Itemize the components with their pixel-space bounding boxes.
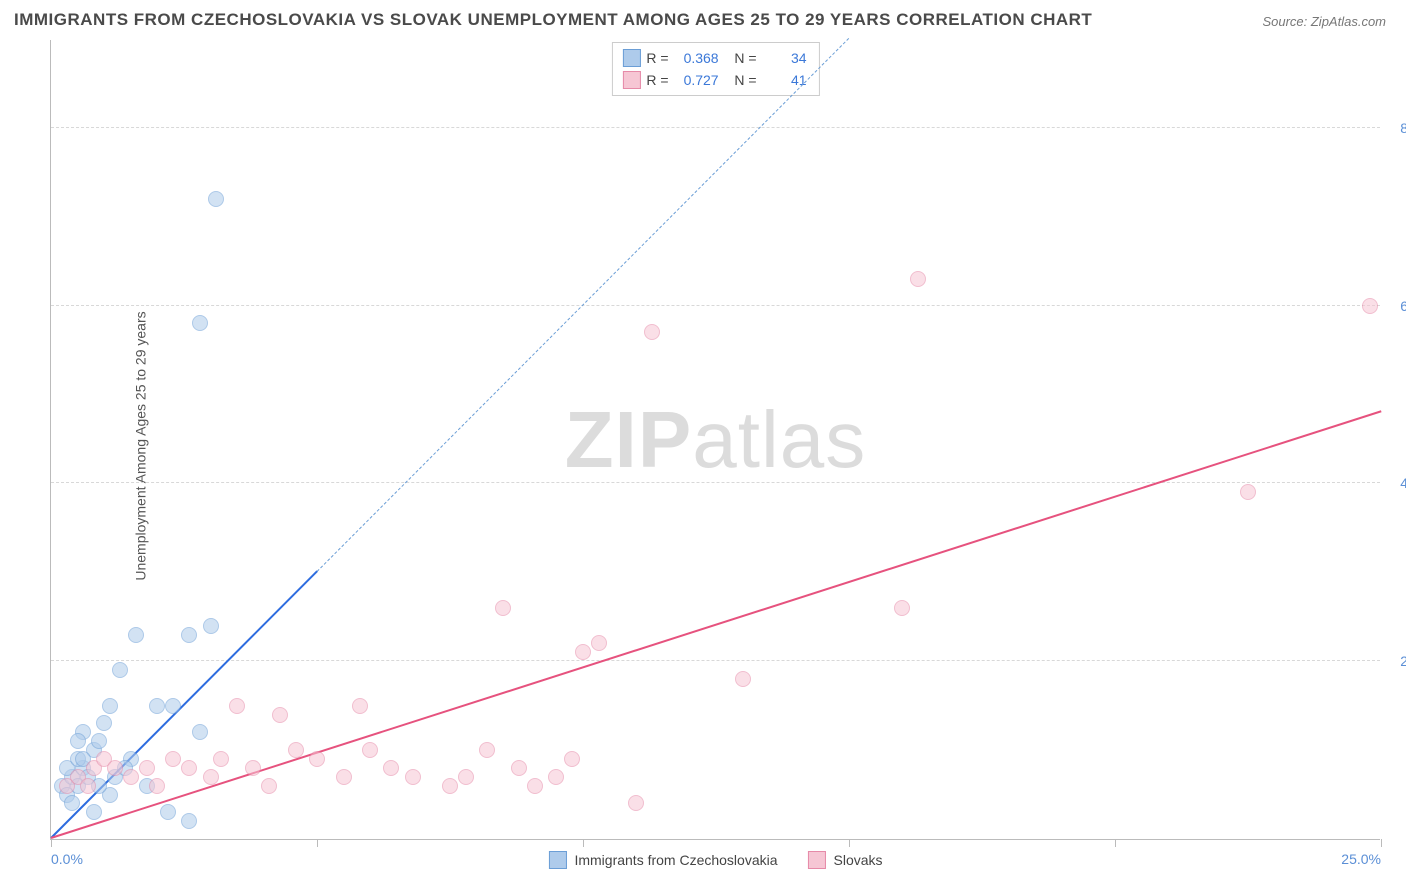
n-label: N = [727,50,757,66]
n-value-blue: 34 [765,50,807,66]
scatter-point-pink [352,698,368,714]
swatch-pink [622,71,640,89]
scatter-point-pink [261,778,277,794]
y-tick-label: 80.0% [1385,120,1406,136]
y-tick-label: 20.0% [1385,653,1406,669]
swatch-blue [622,49,640,67]
scatter-point-pink [564,751,580,767]
scatter-point-pink [894,600,910,616]
scatter-point-pink [644,324,660,340]
scatter-point-pink [383,760,399,776]
scatter-point-blue [208,191,224,207]
x-tick [849,839,850,847]
y-tick-label: 60.0% [1385,298,1406,314]
scatter-point-pink [107,760,123,776]
scatter-point-pink [245,760,261,776]
grid-line [51,127,1380,128]
scatter-point-pink [1240,484,1256,500]
watermark: ZIPatlas [565,394,866,486]
grid-line [51,305,1380,306]
legend-item-pink: Slovaks [808,851,883,869]
x-tick-label: 25.0% [1341,851,1381,867]
chart-title: IMMIGRANTS FROM CZECHOSLOVAKIA VS SLOVAK… [14,10,1092,30]
scatter-point-pink [336,769,352,785]
scatter-point-blue [192,724,208,740]
grid-line [51,660,1380,661]
scatter-point-pink [575,644,591,660]
scatter-point-pink [495,600,511,616]
scatter-point-blue [70,733,86,749]
scatter-point-pink [405,769,421,785]
scatter-point-pink [288,742,304,758]
plot-area: ZIPatlas R = 0.368 N = 34 R = 0.727 N = … [50,40,1380,840]
x-tick-label: 0.0% [51,851,83,867]
scatter-point-pink [910,271,926,287]
scatter-point-pink [149,778,165,794]
scatter-point-pink [735,671,751,687]
scatter-point-pink [229,698,245,714]
scatter-point-pink [527,778,543,794]
y-tick-label: 40.0% [1385,475,1406,491]
scatter-point-pink [181,760,197,776]
scatter-point-pink [272,707,288,723]
x-tick [51,839,52,847]
source-label: Source: ZipAtlas.com [1262,14,1386,29]
scatter-point-pink [548,769,564,785]
scatter-point-pink [362,742,378,758]
scatter-point-blue [203,618,219,634]
scatter-point-pink [123,769,139,785]
scatter-point-pink [511,760,527,776]
x-tick [1115,839,1116,847]
scatter-point-pink [442,778,458,794]
scatter-point-pink [213,751,229,767]
x-tick [317,839,318,847]
n-label: N = [727,72,757,88]
legend-label-blue: Immigrants from Czechoslovakia [574,852,777,868]
swatch-blue [548,851,566,869]
scatter-point-pink [628,795,644,811]
scatter-point-blue [181,813,197,829]
legend-item-blue: Immigrants from Czechoslovakia [548,851,777,869]
watermark-light: atlas [692,395,866,484]
series-legend: Immigrants from Czechoslovakia Slovaks [548,851,882,869]
scatter-point-pink [309,751,325,767]
scatter-point-pink [479,742,495,758]
scatter-point-pink [591,635,607,651]
x-tick [1381,839,1382,847]
scatter-point-pink [1362,298,1378,314]
r-label: R = [646,50,668,66]
scatter-point-blue [181,627,197,643]
scatter-point-blue [91,733,107,749]
legend-row-pink: R = 0.727 N = 41 [622,69,808,91]
swatch-pink [808,851,826,869]
scatter-point-blue [112,662,128,678]
scatter-point-blue [128,627,144,643]
watermark-bold: ZIP [565,395,692,484]
scatter-point-blue [149,698,165,714]
correlation-legend: R = 0.368 N = 34 R = 0.727 N = 41 [611,42,819,96]
scatter-point-blue [96,715,112,731]
grid-line [51,482,1380,483]
scatter-point-pink [203,769,219,785]
scatter-point-pink [80,778,96,794]
scatter-point-pink [458,769,474,785]
scatter-point-blue [64,795,80,811]
scatter-point-blue [102,698,118,714]
scatter-point-blue [86,804,102,820]
scatter-point-blue [165,698,181,714]
r-value-blue: 0.368 [677,50,719,66]
x-tick [583,839,584,847]
r-value-pink: 0.727 [677,72,719,88]
scatter-point-blue [192,315,208,331]
trend-line [50,571,317,839]
r-label: R = [646,72,668,88]
scatter-point-pink [139,760,155,776]
legend-label-pink: Slovaks [834,852,883,868]
scatter-point-blue [160,804,176,820]
scatter-point-pink [165,751,181,767]
legend-row-blue: R = 0.368 N = 34 [622,47,808,69]
